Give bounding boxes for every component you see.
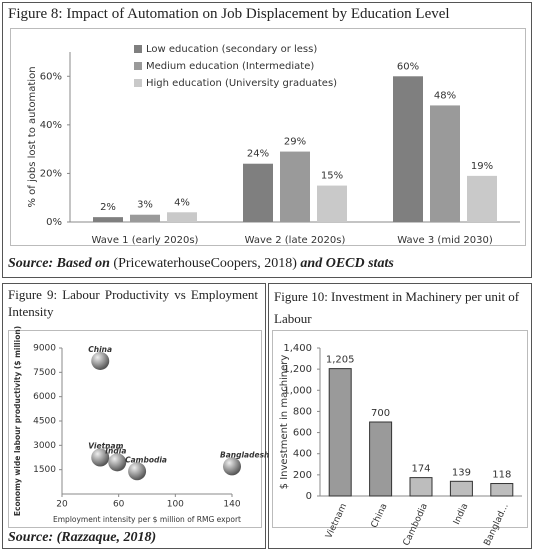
x-tick-label: Wave 2 (late 2020s) [245,235,346,246]
bubble [128,462,147,481]
bubble [108,453,127,472]
bar [167,212,197,222]
bar [393,76,423,223]
y-tick-label: 4500 [33,417,56,427]
legend-swatch [134,45,142,53]
figure-title: Figure 10: Investment in Machinery per u… [274,289,520,326]
x-tick-label: Wave 3 (mid 2030) [397,235,493,246]
source-part: and OECD stats [300,256,394,271]
y-tick-label: 7500 [33,368,56,378]
x-tick-label: 20 [56,500,68,510]
y-tick-label: 0% [46,217,62,228]
point-label: Cambodia [125,455,167,464]
bar [409,477,433,497]
bar [430,105,460,222]
point-label: India [105,446,126,455]
chart-frame [8,330,262,528]
y-tick-label: 200 [293,470,312,481]
bar [243,163,273,222]
y-tick-label: 1500 [33,465,56,475]
chart-frame [10,28,526,246]
chart-frame [272,330,528,528]
source-line: Source: Based on (PricewaterhouseCoopers… [8,256,394,272]
figure-box [2,283,266,549]
value-label: 700 [371,408,390,419]
bar [369,421,393,497]
x-tick-label: China [370,502,390,530]
y-tick-label: 0 [306,491,312,502]
x-tick-label: 60 [113,500,125,510]
legend-label: High education (University graduates) [146,78,337,89]
x-tick-label: 100 [167,500,184,510]
source-line: Source: (Razzaque, 2018) [8,530,156,546]
value-label: 48% [434,90,456,101]
value-label: 4% [174,197,190,208]
x-axis-label: Employment intensity per $ million of RM… [53,515,241,524]
figure-title: Figure 8: Impact of Automation on Job Di… [8,6,450,22]
y-tick-label: 400 [293,449,312,460]
y-axis-label: % of jobs lost to automation [27,66,38,207]
value-label: 174 [411,464,430,475]
legend-label: Medium education (Intermediate) [146,61,314,72]
bar [328,368,352,497]
legend-label: Low education (secondary or less) [146,44,317,55]
bar [449,480,473,497]
y-tick-label: 800 [293,406,312,417]
chart: 0 200 400 600 800 1,000 1,200 1,400$ Investment… [279,343,522,548]
chart: 1500 3000 4500 6000 7500 9000 20 60 100 140 Employ… [13,326,269,524]
chart: 0%20%40%60%% of jobs lost to automationW… [27,44,520,246]
source-part: (PricewaterhouseCoopers, 2018) [113,256,297,271]
value-label: 1,205 [326,355,355,366]
bar [280,151,310,222]
figure-box [268,283,532,549]
y-tick-label: 40% [40,120,62,131]
value-label: 15% [321,171,343,182]
value-label: 2% [100,202,116,213]
y-tick-label: 1,000 [283,385,312,396]
bubble [91,448,110,467]
y-axis-label: Economy wide labour productivity ($ mill… [13,326,22,516]
legend-swatch [134,79,142,87]
bar [317,185,347,222]
point-label: China [88,345,112,354]
y-tick-label: 9000 [33,344,56,354]
x-tick-label: 140 [223,500,240,510]
point-label: Bangladesh [220,450,269,459]
bar [93,217,123,222]
bubble [223,457,241,476]
bar [490,483,514,497]
y-tick-label: 1,200 [283,364,312,375]
x-tick-label: India [452,502,470,526]
bar [467,175,497,222]
y-tick-label: 20% [40,168,62,179]
bar [130,214,160,222]
y-tick-label: 600 [293,428,312,439]
figure-box [2,2,532,278]
source-part: (Razzaque, 2018) [56,530,157,545]
value-label: 19% [471,161,493,172]
value-label: 3% [137,200,153,211]
figure-title: Figure 9: Labour Productivity vs Employm… [8,287,258,319]
y-tick-label: 60% [40,71,62,82]
y-tick-label: 6000 [33,392,56,402]
value-label: 60% [397,61,419,72]
x-tick-label: Wave 1 (early 2020s) [92,235,199,246]
value-label: 118 [492,470,511,481]
bubble [91,351,110,370]
value-label: 24% [247,149,269,160]
legend-swatch [134,62,142,70]
value-label: 29% [284,137,306,148]
y-axis-label: $ Investment in machinery [279,355,290,490]
value-label: 139 [452,467,471,478]
source-part: Source: Based on [8,256,110,271]
source-part: Source: [8,530,54,545]
y-tick-label: 1,400 [283,343,312,354]
point-label: Vietnam [88,442,123,451]
y-tick-label: 3000 [33,441,56,451]
